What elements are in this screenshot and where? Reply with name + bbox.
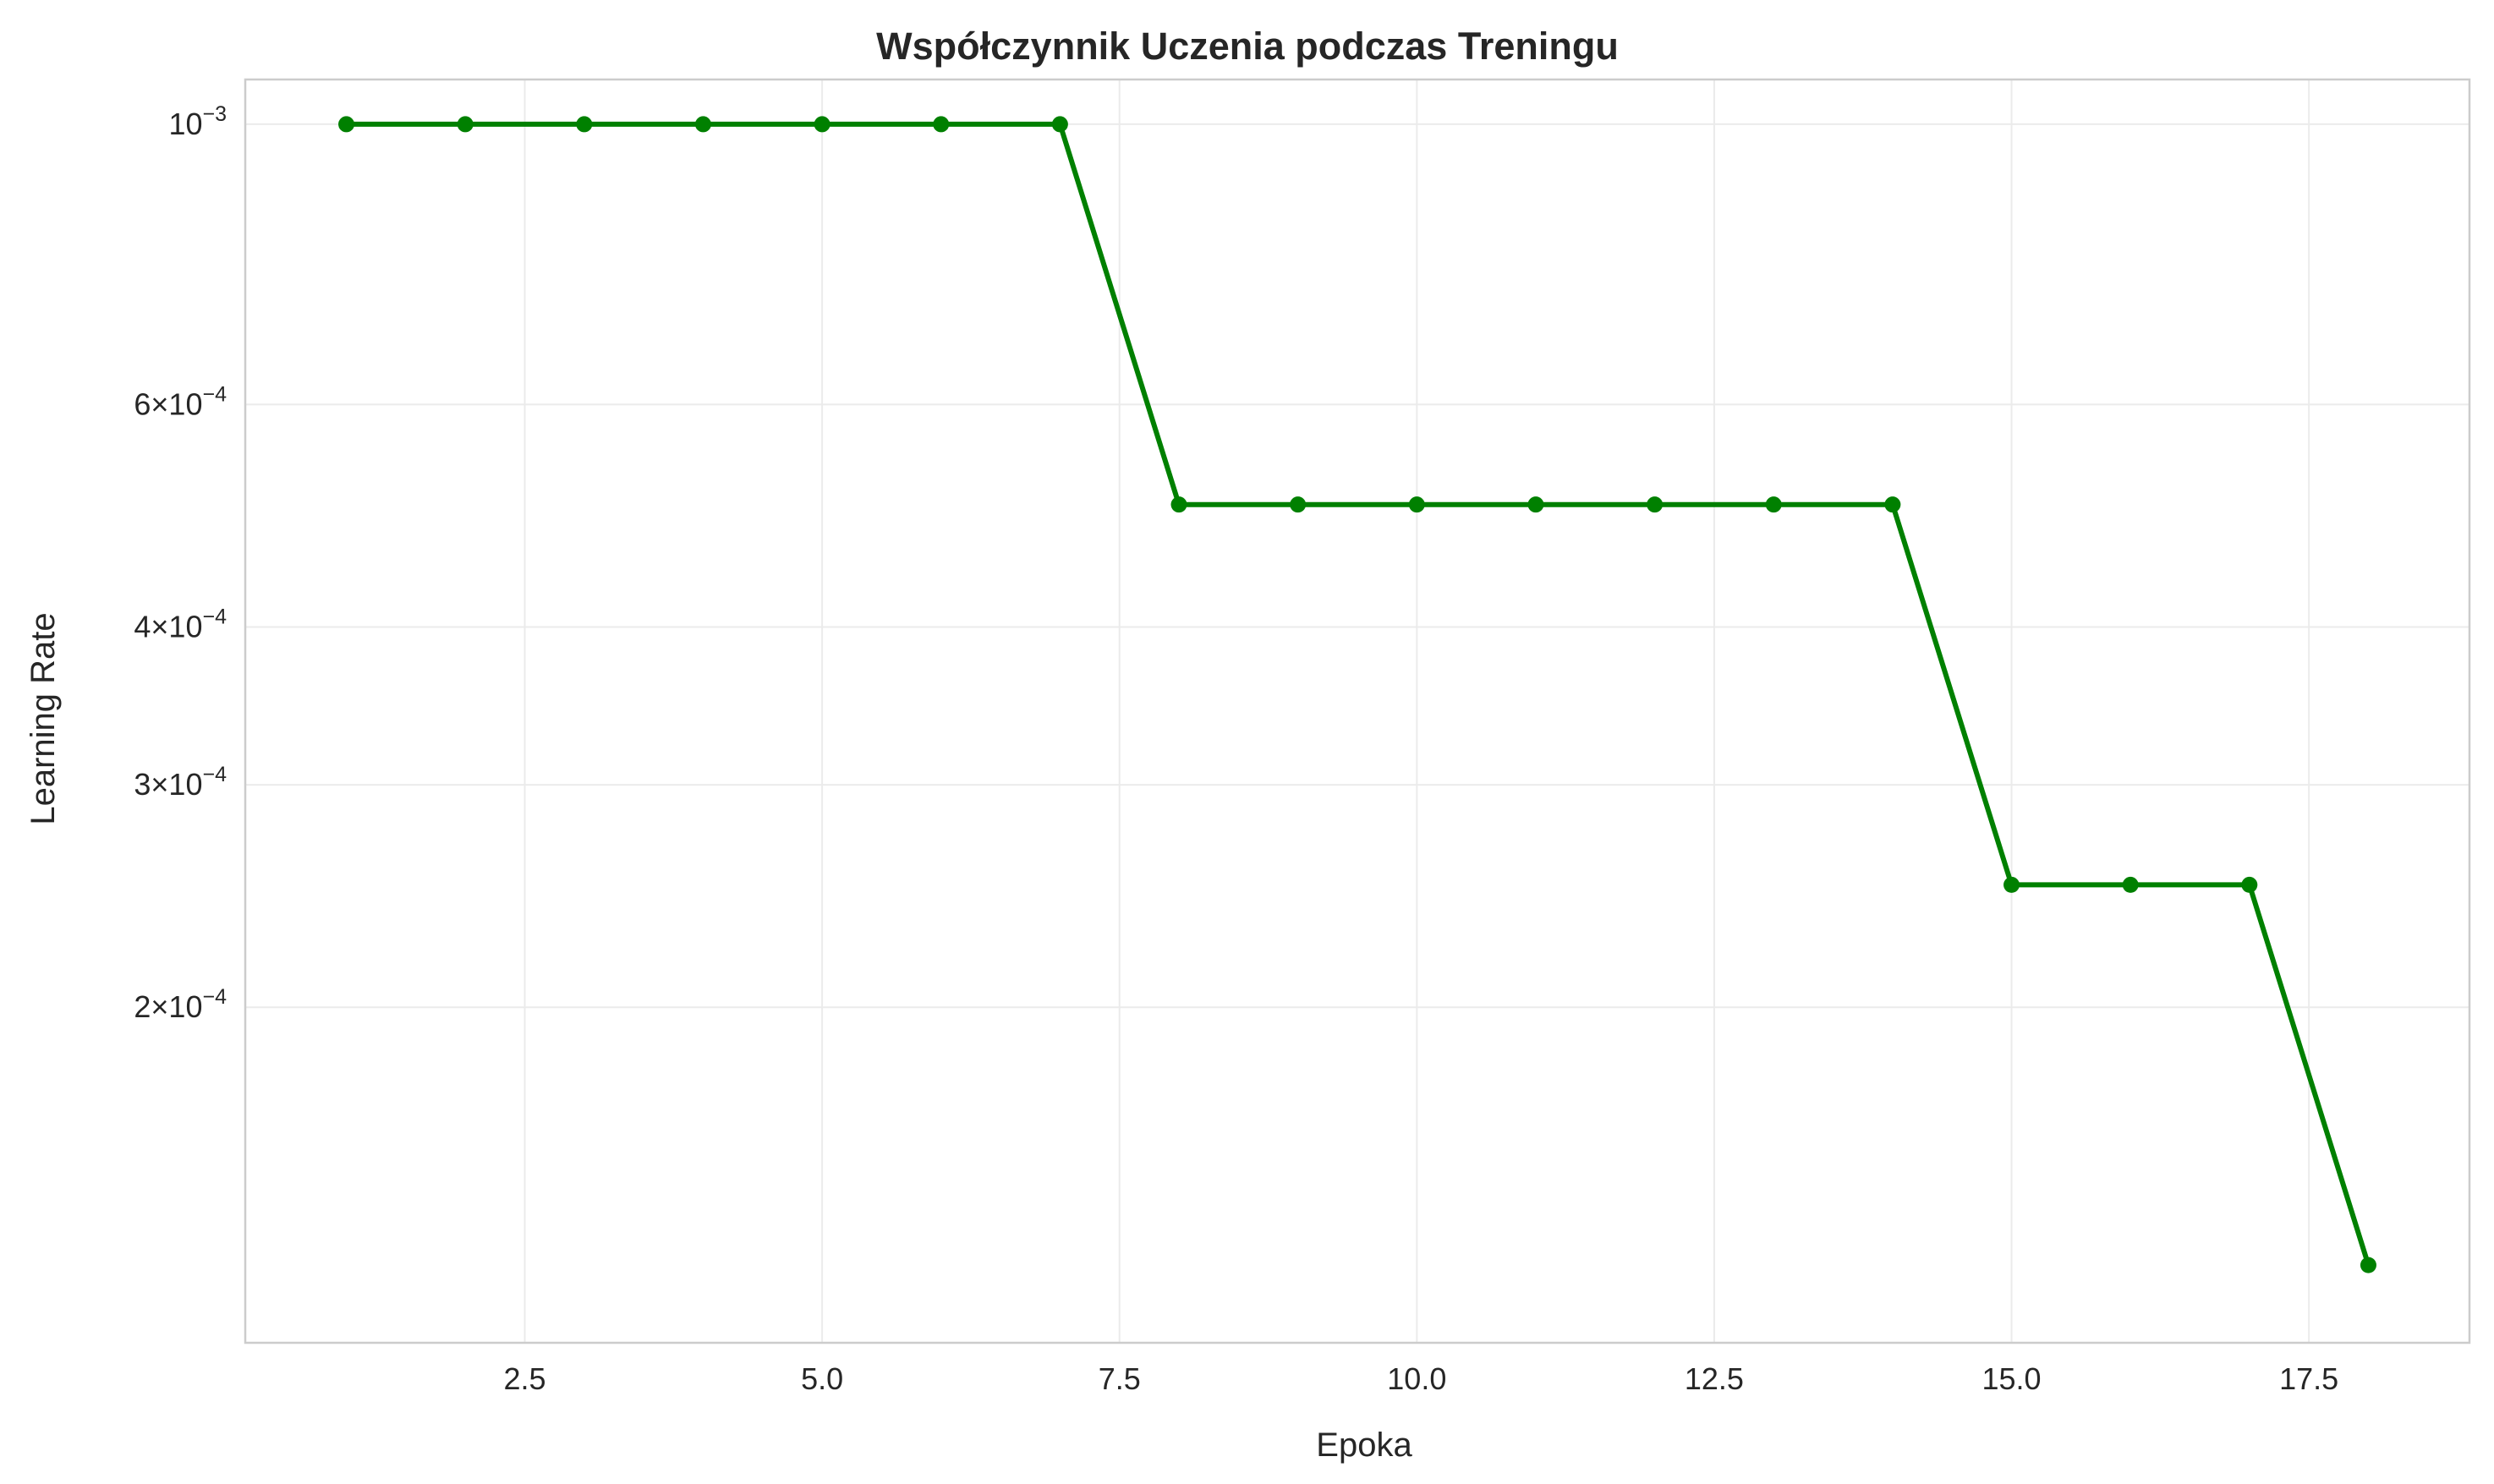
data-point <box>338 116 355 133</box>
y-tick-labels: 10−3 6×10−4 4×10−4 3×10−4 2×10−4 <box>134 102 227 1024</box>
y-tick-label: 2×10−4 <box>134 985 227 1024</box>
data-point <box>576 116 593 133</box>
x-tick-label: 15.0 <box>1981 1361 2041 1396</box>
data-point <box>2003 876 2020 893</box>
data-point <box>457 116 474 133</box>
y-tick-label: 4×10−4 <box>134 605 227 643</box>
series <box>338 116 2376 1273</box>
data-point <box>1765 496 1782 513</box>
data-point <box>1051 116 1068 133</box>
y-tick-label: 3×10−4 <box>134 763 227 802</box>
data-point <box>1290 496 1307 513</box>
grid-lines <box>245 79 2469 1343</box>
x-tick-label: 12.5 <box>1685 1361 1744 1396</box>
plot-frame <box>244 78 2471 1344</box>
data-point <box>1647 496 1664 513</box>
data-point <box>2241 876 2258 893</box>
data-point <box>814 116 830 133</box>
x-tick-labels: 2.5 5.0 7.5 10.0 12.5 15.0 17.5 <box>503 1361 2338 1396</box>
x-tick-label: 2.5 <box>503 1361 545 1396</box>
x-tick-label: 5.0 <box>801 1361 843 1396</box>
data-point <box>2122 876 2139 893</box>
data-point <box>933 116 950 133</box>
x-axis-label: Epoka <box>1316 1427 1412 1464</box>
chart-title: Współczynnik Uczenia podczas Treningu <box>876 25 1619 68</box>
data-point <box>694 116 711 133</box>
x-tick-label: 10.0 <box>1387 1361 1446 1396</box>
y-axis-label: Learning Rate <box>25 612 62 824</box>
data-point <box>1884 496 1901 513</box>
data-point <box>1408 496 1425 513</box>
x-tick-label: 17.5 <box>2279 1361 2338 1396</box>
y-tick-label: 6×10−4 <box>134 382 227 421</box>
y-tick-label: 10−3 <box>168 102 227 141</box>
data-point <box>2360 1257 2376 1273</box>
x-tick-label: 7.5 <box>1099 1361 1141 1396</box>
data-point <box>1527 496 1544 513</box>
data-point <box>1170 496 1187 513</box>
series-line <box>343 121 2371 1268</box>
